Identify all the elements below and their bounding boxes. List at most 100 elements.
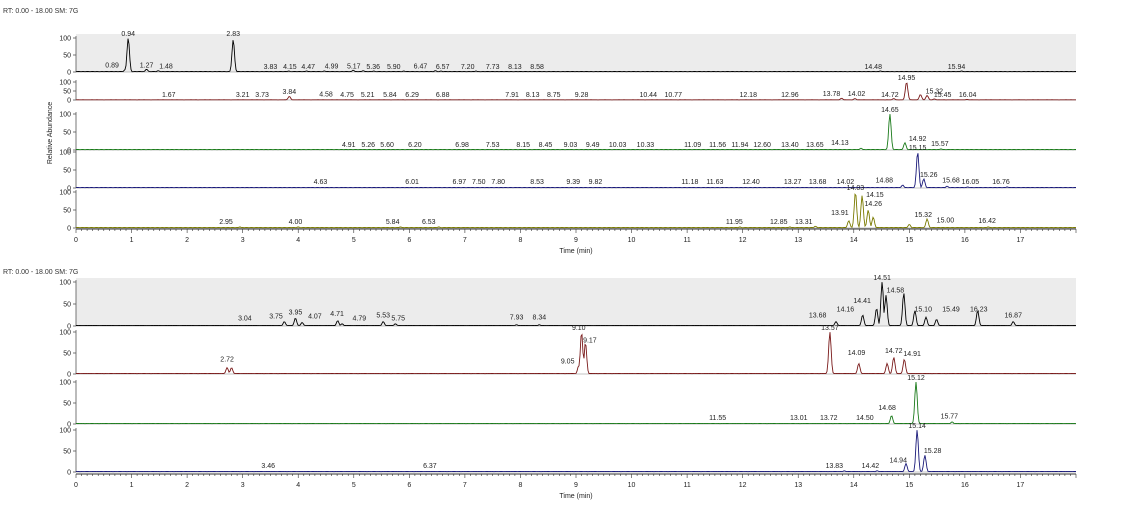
- peak-label: 9.28: [575, 92, 589, 99]
- peak-label: 15.94: [948, 64, 966, 71]
- peak-label: 6.97: [453, 179, 467, 186]
- y-tick-label: 0: [67, 470, 71, 477]
- y-tick-label: 0: [67, 372, 71, 379]
- peak-label: 14.15: [866, 192, 884, 199]
- peak-label: 16.42: [978, 218, 996, 225]
- x-tick-label: 4: [296, 482, 300, 489]
- peak-label: 6.29: [405, 92, 419, 99]
- peak-label: 9.03: [564, 142, 578, 149]
- peak-label: 15.28: [924, 448, 942, 455]
- peak-label: 10.03: [609, 142, 627, 149]
- peak-label: 9.49: [586, 142, 600, 149]
- peak-label: 1.48: [159, 63, 173, 70]
- peak-label: 15.77: [941, 414, 959, 421]
- x-tick-label: 12: [739, 482, 747, 489]
- y-tick-label: 50: [63, 351, 71, 358]
- y-tick-label: 100: [59, 330, 71, 337]
- peak-label: 6.98: [455, 142, 469, 149]
- peak-label: 9.10: [572, 325, 586, 332]
- x-tick-label: 13: [794, 237, 802, 244]
- peak-label: 4.75: [340, 92, 354, 99]
- peak-label: 14.92: [909, 136, 927, 143]
- peak-label: 7.73: [486, 64, 500, 71]
- x-tick-label: 4: [296, 237, 300, 244]
- peak-label: 7.50: [472, 179, 486, 186]
- peak-label: 4.71: [330, 311, 344, 318]
- peak-label: 0.89: [105, 62, 119, 69]
- peak-label: 3.95: [289, 309, 303, 316]
- peak-label: 14.48: [864, 64, 882, 71]
- peak-label: 5.26: [361, 142, 375, 149]
- peak-label: 3.04: [238, 315, 252, 322]
- peak-label: 13.40: [781, 142, 799, 149]
- x-tick-label: 2: [185, 237, 189, 244]
- peak-label: 6.01: [405, 179, 419, 186]
- peak-label: 11.63: [706, 179, 723, 186]
- y-tick-label: 50: [63, 302, 71, 309]
- x-tick-label: 15: [905, 482, 913, 489]
- x-tick-label: 16: [961, 482, 969, 489]
- peak-label: 4.91: [342, 142, 356, 149]
- peak-label: 3.83: [264, 64, 278, 71]
- peak-label: 11.18: [681, 179, 698, 186]
- trace-line: [76, 82, 1076, 101]
- peak-label: 8.15: [516, 142, 530, 149]
- panel-shade: [76, 278, 1076, 326]
- peak-label: 14.16: [837, 307, 855, 314]
- peak-label: 4.58: [319, 92, 333, 99]
- peak-label: 14.72: [885, 348, 903, 355]
- peak-label: 15.32: [914, 212, 932, 219]
- x-tick-label: 1: [130, 482, 134, 489]
- trace-line: [75, 193, 1077, 229]
- peak-label: 14.42: [862, 463, 880, 470]
- peak-label: 5.36: [366, 64, 380, 71]
- y-tick-label: 100: [59, 150, 71, 157]
- peak-label: 13.72: [820, 415, 838, 422]
- x-tick-label: 14: [850, 237, 858, 244]
- peak-label: 5.60: [380, 142, 394, 149]
- peak-label: 15.68: [942, 177, 960, 184]
- peak-label: 5.53: [376, 312, 390, 319]
- peak-label: 7.93: [510, 315, 524, 322]
- peak-label: 2.72: [220, 357, 234, 364]
- peak-label: 11.94: [731, 142, 748, 149]
- peak-label: 6.57: [436, 64, 450, 71]
- peak-label: 14.88: [876, 177, 894, 184]
- peak-label: 13.57: [821, 325, 839, 332]
- trace-line: [75, 38, 1076, 73]
- x-tick-label: 7: [463, 237, 467, 244]
- peak-label: 2.83: [226, 31, 240, 38]
- y-tick-label: 100: [59, 80, 71, 87]
- peak-label: 6.20: [408, 142, 422, 149]
- peak-label: 3.46: [261, 463, 275, 470]
- peak-label: 5.21: [361, 92, 375, 99]
- peak-label: 15.14: [908, 423, 926, 430]
- y-tick-label: 100: [59, 380, 71, 387]
- peak-label: 6.47: [414, 64, 428, 71]
- x-tick-label: 7: [463, 482, 467, 489]
- x-tick-label: 11: [683, 482, 690, 489]
- peak-label: 14.94: [889, 457, 907, 464]
- x-tick-label: 3: [241, 237, 245, 244]
- peak-label: 8.13: [526, 92, 540, 99]
- y-tick-label: 0: [67, 186, 71, 193]
- peak-label: 0.94: [121, 31, 135, 38]
- peak-label: 2.95: [219, 219, 233, 226]
- peak-label: 13.78: [823, 91, 841, 98]
- x-tick-label: 6: [407, 482, 411, 489]
- peak-label: 14.09: [848, 350, 866, 357]
- x-tick-label: 9: [574, 482, 578, 489]
- peak-label: 15.12: [907, 375, 925, 382]
- trace-panel: 0 50 100 15.14 15.28 14.94 14.42 13.83 3.46 6.37: [59, 423, 1077, 477]
- peak-label: 11.95: [726, 219, 743, 226]
- peak-label: 12.40: [742, 179, 760, 186]
- y-tick-label: 100: [59, 112, 71, 119]
- peak-label: 8.75: [547, 92, 561, 99]
- peak-label: 13.83: [826, 463, 844, 470]
- trace-panel: 0 50 100 14.51 14.58 14.41 14.16 13.68 15.10 15.4…: [59, 275, 1076, 331]
- x-tick-label: 0: [74, 237, 78, 244]
- x-tick-label: 16: [961, 237, 969, 244]
- trace-panel: 0 50 100 14.95 1.67 3.21 3.73 3.84 4.58 4.75 5.21 5…: [59, 75, 1076, 105]
- peak-label: 5.75: [391, 315, 405, 322]
